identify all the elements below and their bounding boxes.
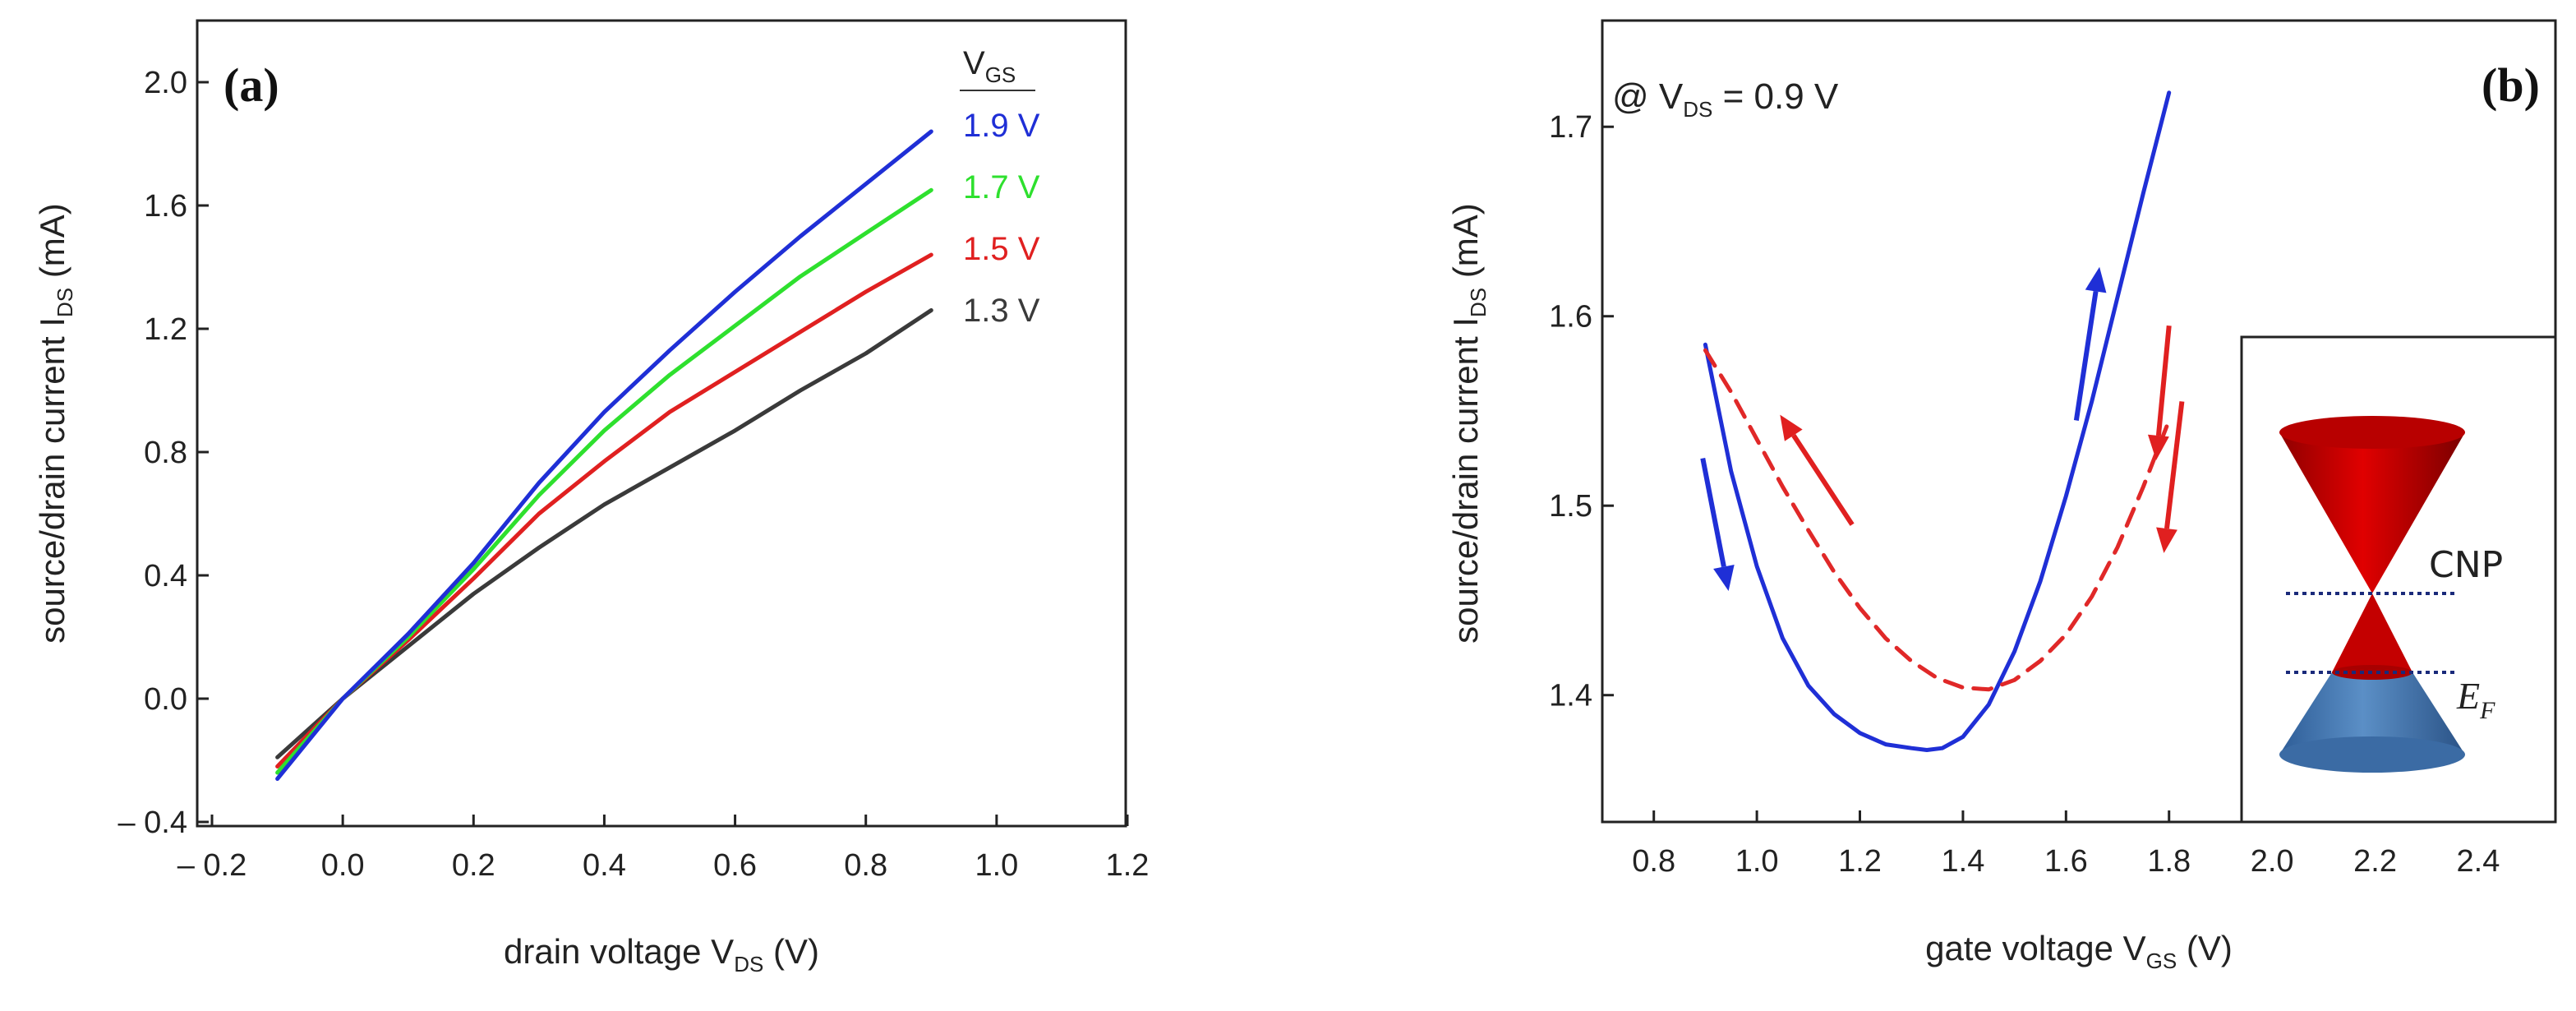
panel-b: 0.8 1.0 1.2 1.4 1.6 1.8 2.0 2.2 2.41.41.51.61.7 … xyxy=(1446,19,2557,973)
panel-a-frame xyxy=(196,19,1127,828)
valence-cone-bottom xyxy=(2279,736,2465,773)
panel-a-xlabel-sub: DS xyxy=(734,952,763,976)
panel-a-ticks: – 0.2 0.0 0.2 0.4 0.6 0.8 1.0 1.2 – 0.4 0.0 0.4 0.8… xyxy=(118,66,1149,883)
conduction-cone xyxy=(2279,432,2465,593)
y-tick-label: 2.0 xyxy=(144,66,187,100)
legend-item-1.3v: 1.3 V xyxy=(963,293,1040,329)
y-tick-label: 0.8 xyxy=(144,436,187,470)
panel-b-ylabel-main: source/drain current I xyxy=(1446,317,1485,644)
y-tick-label: 1.4 xyxy=(1549,679,1592,713)
annotation-suffix: = 0.9 V xyxy=(1712,76,1839,117)
x-tick-label: 0.8 xyxy=(1632,844,1675,879)
panel-a-xlabel-unit: (V) xyxy=(763,932,819,971)
annotation-sub: DS xyxy=(1683,97,1712,122)
red-arrow-up-head xyxy=(1780,414,1803,441)
valence-cone-filled-top xyxy=(2332,593,2412,672)
red-arrow-up-shaft xyxy=(1791,434,1855,526)
x-tick-label: 0.4 xyxy=(583,848,626,883)
x-tick-label: 1.2 xyxy=(1106,848,1150,883)
valence-cone xyxy=(2279,672,2465,755)
legend-item-1.9v: 1.9 V xyxy=(963,108,1040,144)
x-tick-label: 2.2 xyxy=(2353,844,2397,879)
panel-a-ylabel-unit: (mA) xyxy=(33,203,71,288)
panel-b-xlabel-sub: GS xyxy=(2146,949,2177,973)
blue-arrow-up xyxy=(2073,266,2107,421)
red-arrow-up xyxy=(1780,414,1855,526)
x-tick-label: 1.0 xyxy=(975,848,1018,883)
x-tick-label: 1.6 xyxy=(2044,844,2088,879)
series-forward-sweep xyxy=(1703,90,2172,752)
panel-a-xlabel-main: drain voltage V xyxy=(504,932,734,971)
fermi-level-label-main: E xyxy=(2456,675,2480,717)
y-tick-label: – 0.4 xyxy=(118,806,187,840)
x-tick-label: 1.8 xyxy=(2147,844,2191,879)
legend-item-1.7v: 1.7 V xyxy=(963,169,1040,205)
panel-b-ylabel: source/drain current IDS (mA) xyxy=(1446,203,1491,644)
red-arrow-down-2 xyxy=(2156,401,2185,553)
blue-arrow-up-head xyxy=(2085,266,2107,293)
x-tick-label: 1.0 xyxy=(1735,844,1779,879)
y-tick-label: 1.6 xyxy=(144,189,187,224)
panel-b-ticks: 0.8 1.0 1.2 1.4 1.6 1.8 2.0 2.2 2.4 1.4 1.5 1.6 1.7 xyxy=(1549,110,2500,879)
panel-b-ylabel-sub: DS xyxy=(1466,288,1491,317)
series-reverse-sweep xyxy=(1703,348,2172,692)
series-line-1.3v xyxy=(275,308,933,759)
blue-arrow-up-shaft xyxy=(2073,291,2099,421)
x-tick-label: 2.4 xyxy=(2457,844,2500,879)
x-tick-label: 0.6 xyxy=(713,848,757,883)
x-tick-label: 0.8 xyxy=(844,848,887,883)
panel-a-ylabel: source/drain current IDS (mA) xyxy=(33,203,77,644)
legend-title-sub: GS xyxy=(985,62,1016,87)
y-tick-label: 0.0 xyxy=(144,682,187,717)
y-tick-label: 1.2 xyxy=(144,312,187,347)
blue-arrow-down-head xyxy=(1713,565,1735,591)
y-tick-label: 0.4 xyxy=(144,559,187,593)
panel-b-arrows xyxy=(1700,266,2185,591)
x-tick-label: – 0.2 xyxy=(177,848,247,883)
band-structure-inset: CNP EF xyxy=(2240,335,2557,824)
x-tick-label: 0.0 xyxy=(321,848,365,883)
red-arrow-down-shaft xyxy=(2155,325,2172,436)
panel-a-label: (a) xyxy=(223,58,279,112)
red-arrow-down-2-shaft xyxy=(2164,401,2185,529)
series-line-1.7v xyxy=(275,187,933,775)
panel-a-series xyxy=(275,129,933,781)
blue-arrow-down xyxy=(1700,458,1735,591)
fermi-level-label-sub: F xyxy=(2479,697,2495,724)
legend-item-1.5v: 1.5 V xyxy=(963,231,1040,267)
panel-b-xlabel-main: gate voltage V xyxy=(1925,929,2146,967)
conduction-cone-top xyxy=(2279,416,2465,449)
annotation-prefix: @ V xyxy=(1612,76,1684,117)
panel-a-ylabel-main: source/drain current I xyxy=(33,317,71,644)
blue-arrow-down-shaft xyxy=(1700,458,1726,568)
panel-a-ylabel-sub: DS xyxy=(53,288,77,317)
panel-b-annotation: @ VDS = 0.9 V xyxy=(1612,76,1839,122)
fermi-level-label: EF xyxy=(2456,675,2495,724)
panel-a: – 0.2 0.0 0.2 0.4 0.6 0.8 1.0 1.2 – 0.4 0.0 0.4 0.8… xyxy=(33,19,1149,976)
panel-a-xlabel: drain voltage VDS (V) xyxy=(504,932,819,976)
red-arrow-down-head xyxy=(2147,434,2169,460)
x-tick-label: 1.4 xyxy=(1942,844,1985,879)
panel-b-ylabel-unit: (mA) xyxy=(1446,203,1485,288)
red-arrow-down xyxy=(2147,325,2172,460)
x-tick-label: 2.0 xyxy=(2251,844,2294,879)
cnp-label: CNP xyxy=(2429,544,2503,586)
panel-b-xlabel: gate voltage VGS (V) xyxy=(1925,929,2233,973)
panel-b-xlabel-unit: (V) xyxy=(2177,929,2233,967)
x-tick-label: 0.2 xyxy=(452,848,495,883)
legend-title: VGS xyxy=(963,45,1016,87)
y-tick-label: 1.5 xyxy=(1549,489,1592,524)
series-line-1.5v xyxy=(275,252,933,769)
red-arrow-down-2-head xyxy=(2156,527,2177,553)
legend-title-main: V xyxy=(963,45,985,81)
x-tick-label: 1.2 xyxy=(1838,844,1882,879)
panel-b-series xyxy=(1703,90,2172,752)
y-tick-label: 1.6 xyxy=(1549,300,1592,335)
panel-b-label: (b) xyxy=(2482,58,2540,112)
y-tick-label: 1.7 xyxy=(1549,110,1592,145)
panel-a-legend: VGS 1.9 V 1.7 V 1.5 V 1.3 V xyxy=(960,45,1040,329)
series-line-1.9v xyxy=(275,129,933,781)
